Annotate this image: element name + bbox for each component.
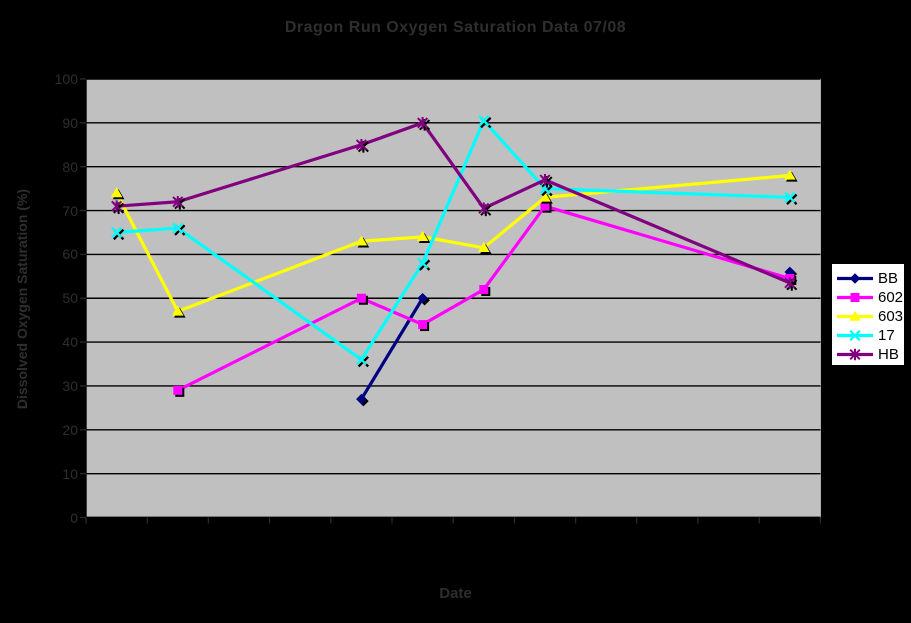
marker-602 — [418, 320, 428, 330]
star-swatch-icon — [837, 348, 873, 361]
y-tick-label-0: 0 — [70, 509, 78, 526]
marker-17 — [172, 222, 184, 234]
legend: BB 602 603 17 HB — [831, 263, 905, 366]
square-swatch-icon — [837, 293, 873, 302]
legend-entry-17: 17 — [835, 326, 904, 345]
marker-603 — [110, 187, 123, 198]
y-tick-label-50: 50 — [62, 290, 78, 307]
y-axis-title: Dissolved Oxygen Saturation (%) — [14, 188, 30, 410]
legend-marker-17 — [849, 329, 861, 342]
triangle-swatch-icon — [837, 310, 873, 321]
series-17 — [110, 115, 798, 368]
marker-602 — [540, 201, 550, 211]
axis-ticks — [80, 78, 822, 524]
marker-17 — [539, 183, 551, 195]
legend-marker — [849, 329, 861, 342]
y-tick-label-100: 100 — [54, 71, 78, 87]
legend-marker-HB — [849, 348, 861, 361]
legend-marker — [849, 310, 861, 321]
marker-603 — [784, 169, 796, 180]
marker-HB — [784, 277, 796, 289]
legend-label: BB — [878, 270, 899, 287]
marker-HB — [355, 138, 367, 151]
series-line-BB — [360, 297, 424, 400]
marker-603 — [355, 235, 368, 246]
series-603 — [110, 169, 798, 318]
y-tick-label-30: 30 — [62, 377, 78, 394]
legend-label: 17 — [878, 327, 895, 344]
marker-HB — [111, 200, 123, 212]
marker-603 — [478, 242, 490, 253]
y-tick-label-20: 20 — [62, 421, 78, 438]
legend-label: 603 — [878, 308, 904, 325]
marker-17 — [110, 226, 123, 239]
legend-marker — [849, 348, 861, 361]
x-axis-title: Date — [439, 585, 472, 602]
legend-marker — [850, 293, 860, 302]
legend-marker-602 — [850, 293, 860, 302]
y-tick-label-10: 10 — [62, 465, 78, 482]
legend-label: 602 — [878, 289, 904, 306]
marker-HB — [539, 174, 551, 186]
legend-label: HB — [878, 346, 899, 363]
chart-title: Dragon Run Oxygen Saturation Data 07/08 — [284, 19, 627, 36]
marker-17 — [784, 191, 796, 204]
legend-marker-603 — [849, 310, 861, 321]
legend-marker-BB — [849, 273, 861, 284]
marker-17 — [355, 354, 368, 366]
x-swatch-icon — [837, 329, 873, 342]
marker-17 — [478, 115, 490, 127]
series-HB — [111, 117, 798, 291]
legend-entry-602: 602 — [835, 288, 904, 307]
marker-603 — [172, 305, 184, 316]
marker-HB — [172, 195, 184, 208]
marker-603 — [416, 231, 429, 242]
legend-entry-603: 603 — [835, 307, 904, 326]
marker-HB — [478, 202, 490, 215]
marker-602 — [479, 284, 489, 294]
legend-marker — [849, 273, 861, 284]
marker-602 — [173, 385, 183, 395]
y-tick-label-90: 90 — [62, 114, 78, 131]
y-tick-label-80: 80 — [62, 158, 78, 175]
gridlines — [86, 78, 821, 519]
marker-BB — [356, 393, 367, 405]
y-tick-label-40: 40 — [62, 334, 78, 351]
marker-603 — [539, 191, 551, 202]
y-tick-label-60: 60 — [62, 246, 78, 263]
diamond-swatch-icon — [837, 273, 873, 284]
marker-HB — [417, 117, 429, 129]
marker-602 — [356, 293, 366, 303]
legend-entry-HB: HB — [835, 345, 904, 364]
legend-entry-BB: BB — [835, 269, 904, 288]
series-line-602 — [177, 204, 791, 392]
marker-17 — [416, 257, 429, 269]
marker-BB — [417, 292, 428, 304]
y-tick-label-70: 70 — [62, 202, 78, 219]
